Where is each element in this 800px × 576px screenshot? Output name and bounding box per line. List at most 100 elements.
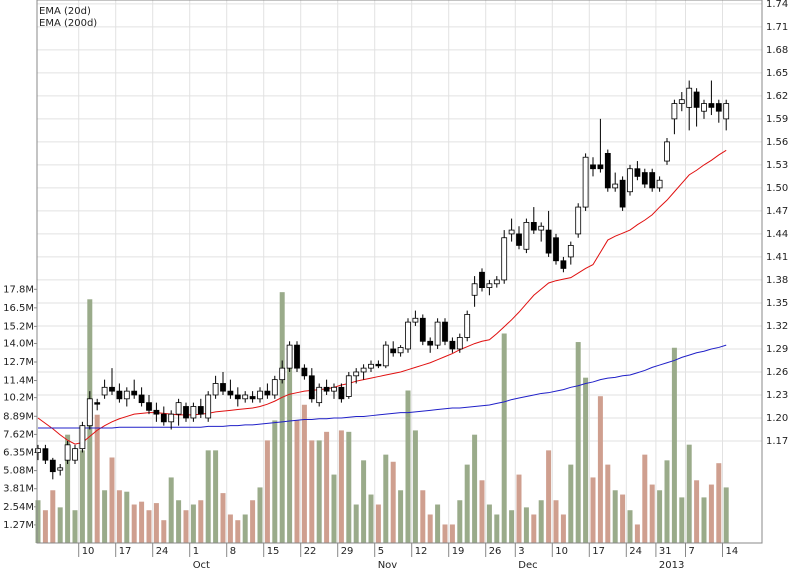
volume-bar xyxy=(102,490,108,543)
volume-bar xyxy=(723,487,729,543)
volume-bar xyxy=(509,510,515,543)
volume-bar xyxy=(346,431,352,543)
candle-body xyxy=(42,448,49,461)
y-tick-label: 1.35 xyxy=(766,298,788,309)
candle-body xyxy=(560,260,567,269)
volume-bar xyxy=(634,524,640,543)
candle-body xyxy=(530,222,537,231)
volume-bar xyxy=(153,503,159,543)
candle-body xyxy=(368,363,374,369)
candle-body xyxy=(723,103,730,120)
candle-body xyxy=(493,279,500,285)
ema-line xyxy=(38,344,727,429)
candle-body xyxy=(419,317,426,342)
candle-body xyxy=(390,348,397,354)
volume-bar xyxy=(79,450,85,543)
candle-body xyxy=(49,459,56,473)
candle-body xyxy=(279,367,286,381)
volume-tick-label: 8.89M xyxy=(3,411,34,422)
candle-body xyxy=(686,87,693,108)
volume-bar xyxy=(361,460,367,543)
candle-body xyxy=(131,390,138,396)
volume-bar xyxy=(65,434,71,543)
legend-entry: EMA (20d) xyxy=(39,6,91,17)
candle-body xyxy=(664,141,670,162)
x-tick-label: 1 xyxy=(193,546,199,557)
labels: 1.74 1.71 1.68 1.65 1.62 1.59 1.56 1.53 1.50 1.47… xyxy=(3,0,788,571)
x-tick-label: 14 xyxy=(726,546,739,557)
candle-body xyxy=(316,386,323,404)
x-tick-label: 3 xyxy=(518,546,524,557)
volume-bar xyxy=(708,484,714,543)
volume-bar xyxy=(627,510,633,543)
x-tick-label: 29 xyxy=(341,546,354,557)
volume-bar xyxy=(605,464,611,543)
x-tick-label: 15 xyxy=(267,546,280,557)
candle-body xyxy=(64,444,71,461)
volume-tick-label: 7.62M xyxy=(3,429,34,440)
candle-body xyxy=(360,367,367,373)
month-label: Dec xyxy=(518,560,537,571)
candle-body xyxy=(405,321,411,350)
candle-body xyxy=(153,409,160,415)
candle-body xyxy=(715,103,722,112)
volume-bar xyxy=(368,494,374,543)
candle-body xyxy=(486,283,493,289)
volume-bar xyxy=(412,430,418,543)
volume-bar xyxy=(279,292,285,543)
candle-body xyxy=(94,402,101,405)
volume-bar xyxy=(435,504,441,543)
volume-bar xyxy=(420,490,426,543)
volume-bar xyxy=(649,484,655,543)
volume-bar xyxy=(472,434,478,543)
x-tick-label: 10 xyxy=(82,546,95,557)
y-tick-label: 1.59 xyxy=(766,114,788,125)
candle-body xyxy=(86,398,93,427)
candle-body xyxy=(35,448,41,453)
volume-tick-label: 5.08M xyxy=(3,466,34,477)
volume-bar xyxy=(198,500,204,543)
candle-body xyxy=(301,367,308,377)
candle-body xyxy=(264,390,271,396)
candle-body xyxy=(338,386,345,400)
candle-body xyxy=(553,237,559,262)
volume-bar xyxy=(398,490,404,543)
candle-body xyxy=(582,156,589,208)
volume-bar xyxy=(287,364,293,543)
y-tick-label: 1.68 xyxy=(766,45,788,56)
volume-tick-label: 17.8M xyxy=(3,284,34,295)
y-tick-label: 1.41 xyxy=(766,252,788,263)
candle-body xyxy=(123,390,130,400)
candle-body xyxy=(234,394,241,400)
x-tick-label: 5 xyxy=(378,546,384,557)
volume-bar xyxy=(205,450,211,543)
y-tick-label: 1.62 xyxy=(766,91,788,102)
volume-bar xyxy=(546,450,552,543)
x-tick-label: 22 xyxy=(304,546,317,557)
volume-bar xyxy=(642,454,648,543)
volume-bar xyxy=(227,514,233,543)
x-tick-label: 31 xyxy=(659,546,672,557)
volume-bar xyxy=(575,342,581,543)
volume-bar xyxy=(568,464,574,543)
volume-bar xyxy=(486,504,492,543)
candle-body xyxy=(456,337,463,350)
volume-bar xyxy=(523,507,529,543)
volume-tick-label: 1.27M xyxy=(3,520,34,531)
volume-bar xyxy=(405,390,411,543)
volume-bar xyxy=(427,514,433,543)
x-tick-label: 8 xyxy=(230,546,236,557)
volume-bar xyxy=(516,474,522,543)
candle-body xyxy=(138,394,145,404)
volume-bar xyxy=(671,347,677,543)
candle-body xyxy=(656,179,663,189)
volume-bar xyxy=(220,493,226,543)
candle-body xyxy=(627,168,633,193)
volume-tick-label: 16.5M xyxy=(3,303,34,314)
candle-body xyxy=(501,237,508,281)
candle-body xyxy=(538,225,545,231)
candle-body xyxy=(212,383,219,396)
y-tick-label: 1.26 xyxy=(766,367,788,378)
volume-bar xyxy=(190,504,196,543)
grid xyxy=(34,0,762,557)
